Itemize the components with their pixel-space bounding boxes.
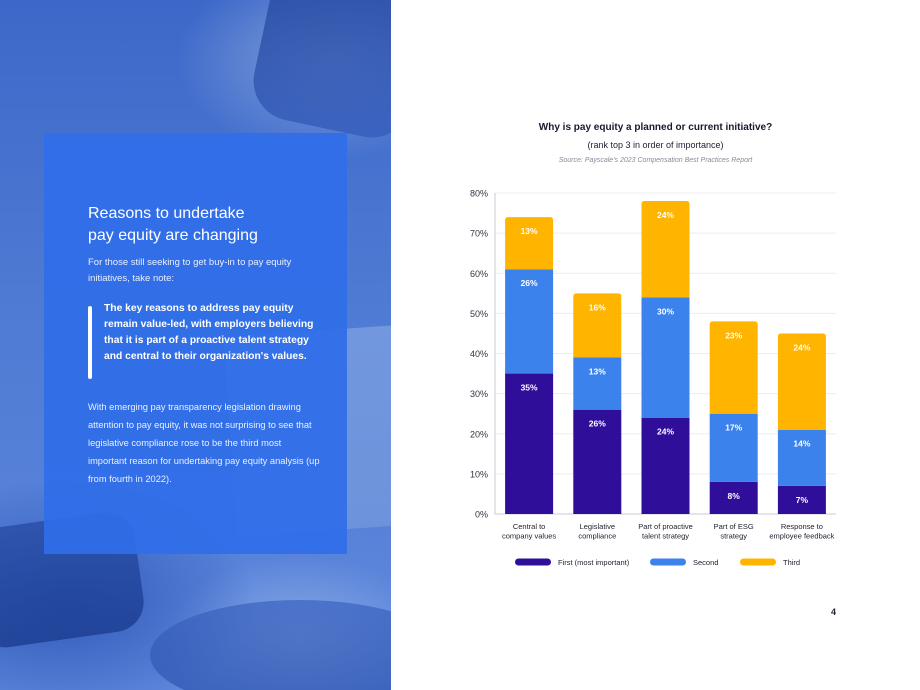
bar-segment (505, 269, 554, 374)
x-tick-label: Part of ESG (714, 522, 754, 531)
bar-segment (573, 293, 622, 358)
legend-label: Second (693, 558, 718, 567)
data-label: 13% (521, 226, 538, 236)
bar-segment (777, 485, 826, 514)
callout-box: Reasons to undertake pay equity are chan… (44, 133, 347, 554)
data-label: 26% (521, 278, 538, 288)
intro-text: For those still seeking to get buy-in to… (88, 257, 292, 284)
x-tick-label: strategy (720, 532, 747, 541)
y-tick-label: 60% (470, 269, 488, 279)
y-tick-label: 20% (470, 429, 488, 439)
bar-segment (709, 481, 758, 514)
chart-title: Why is pay equity a planned or current i… (538, 122, 773, 133)
data-label: 14% (793, 439, 810, 449)
bar-segment (641, 297, 690, 418)
y-tick-label: 10% (470, 469, 488, 479)
data-label: 35% (521, 383, 538, 393)
body-paragraph: With emerging pay transparency legislati… (88, 402, 320, 484)
x-tick-label: Legislative (580, 522, 615, 531)
bar-segment (709, 321, 758, 414)
legend-label: Third (783, 558, 800, 567)
data-label: 13% (589, 367, 606, 377)
legend-label: First (most important) (558, 558, 630, 567)
y-tick-label: 30% (470, 389, 488, 399)
data-label: 17% (725, 423, 742, 433)
bar-segment (573, 357, 622, 410)
data-label: 24% (657, 427, 674, 437)
x-tick-label: company values (502, 532, 556, 541)
bar-segment (709, 413, 758, 482)
x-tick-label: Central to (513, 522, 546, 531)
chart-source: Source: Payscale's 2023 Compensation Bes… (558, 157, 753, 164)
data-label: 16% (589, 302, 606, 312)
x-tick-label: Part of proactive (638, 522, 693, 531)
bar-segment (641, 201, 690, 298)
hero-photo-panel: Reasons to undertake pay equity are chan… (0, 0, 391, 690)
quote-accent-bar (88, 306, 92, 379)
bar-segment (573, 409, 622, 514)
key-quote: The key reasons to address pay equity re… (104, 303, 314, 362)
data-label: 30% (657, 306, 674, 316)
data-label: 24% (793, 342, 810, 352)
bar-segment (641, 417, 690, 514)
y-tick-label: 70% (470, 229, 488, 239)
bar-segment (505, 217, 554, 270)
y-tick-label: 50% (470, 309, 488, 319)
bar-segment (505, 373, 554, 514)
section-headline: Reasons to undertake pay equity are chan… (88, 205, 258, 244)
data-label: 8% (728, 491, 741, 501)
y-tick-label: 40% (470, 349, 488, 359)
data-label: 26% (589, 419, 606, 429)
page-number: 4 (831, 607, 837, 617)
data-label: 23% (725, 330, 742, 340)
data-label: 7% (796, 495, 809, 505)
bar-segment (777, 333, 826, 430)
legend-swatch (515, 558, 551, 566)
chart-subtitle: (rank top 3 in order of importance) (587, 140, 724, 150)
data-label: 24% (657, 210, 674, 220)
x-tick-label: employee feedback (769, 532, 834, 541)
y-tick-label: 0% (475, 510, 488, 520)
y-tick-label: 80% (470, 189, 488, 199)
bar-segment (777, 429, 826, 486)
x-tick-label: compliance (578, 532, 616, 541)
x-tick-label: Response to (781, 522, 823, 531)
x-tick-label: talent strategy (642, 532, 689, 541)
legend-swatch (740, 558, 776, 566)
legend-swatch (650, 558, 686, 566)
